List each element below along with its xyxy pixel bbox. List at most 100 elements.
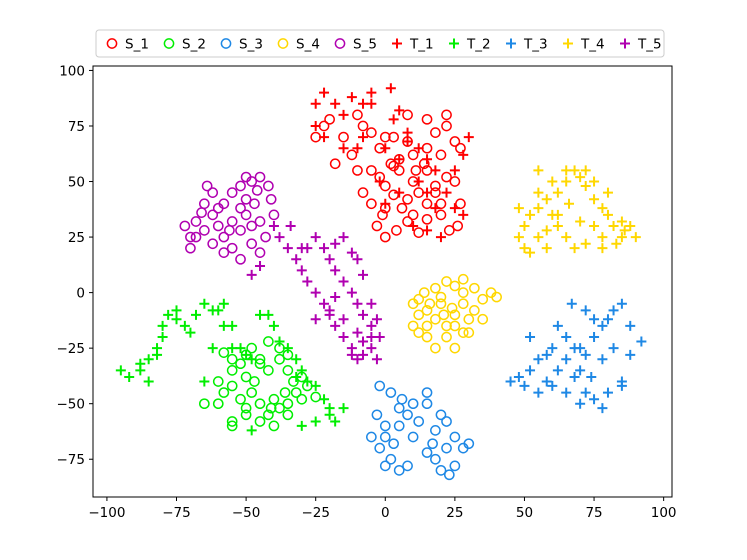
data-point [190,231,202,243]
data-point [457,298,469,310]
data-point [218,387,230,398]
data-point [477,293,489,305]
data-point [346,92,357,103]
data-point [569,243,580,254]
data-point [435,291,447,303]
x-tick-label: 0 [381,505,390,521]
x-tick-label: −25 [301,505,330,521]
data-point [513,372,524,383]
data-point [380,198,391,209]
data-point [430,453,441,465]
data-point [379,431,391,443]
data-point [463,327,475,338]
data-point [561,354,572,365]
data-point [352,109,363,121]
data-point [589,314,600,325]
data-point [616,216,627,227]
data-point [430,282,441,294]
data-point [533,232,544,243]
data-point [358,309,369,320]
data-point [457,327,469,338]
data-point [235,358,246,370]
data-point [282,365,294,376]
data-point [319,87,330,98]
data-point [449,342,461,354]
data-point [124,372,135,383]
data-point [240,171,252,183]
data-point [435,464,447,476]
data-point [533,387,544,398]
data-point [441,416,452,427]
data-point [552,220,563,231]
data-point [346,287,357,298]
data-point [525,332,536,343]
data-point [435,149,447,161]
data-point [452,220,464,232]
data-point [185,327,196,338]
data-point [377,209,388,221]
series-t-3 [505,298,647,414]
legend-label: S_3 [239,37,263,53]
data-point [611,238,622,249]
data-point [260,231,271,243]
data-point [338,232,349,243]
data-point [388,114,399,125]
data-point [330,265,341,276]
data-point [291,354,302,365]
data-point [319,243,330,254]
data-point [449,320,461,332]
legend-circle-marker [334,38,346,49]
data-point [463,313,475,325]
data-point [371,314,382,325]
data-point [268,220,279,231]
data-point [171,314,182,325]
data-point [575,365,586,376]
data-point [201,180,213,192]
legend-circle-marker [163,38,175,49]
data-point [589,220,600,231]
data-point [227,320,238,331]
data-point [246,342,258,354]
data-point [564,198,575,209]
data-point [547,380,558,391]
data-point [443,469,455,481]
data-point [430,187,441,198]
data-point [413,416,425,427]
data-point [566,298,577,309]
data-point [196,207,207,218]
data-point [330,320,341,331]
data-point [586,372,597,383]
data-point [296,365,307,376]
data-point [569,372,580,383]
data-point [163,309,174,320]
data-point [207,343,218,354]
data-point [282,398,294,410]
data-point [402,127,413,138]
data-point [435,409,447,421]
data-point [580,305,591,316]
data-point [366,98,377,109]
data-point [533,203,544,214]
data-point [254,358,266,370]
data-point [255,309,266,320]
data-point [597,403,608,414]
legend-label: T_1 [409,37,434,53]
data-point [338,332,349,343]
data-point [402,460,413,472]
data-point [352,143,363,154]
data-point [457,273,469,285]
data-point [207,187,219,198]
data-point [296,420,307,431]
data-point [371,354,382,365]
data-point [525,209,536,220]
data-point [374,332,385,343]
data-point [235,225,246,236]
legend-item: S_1 [106,37,149,53]
data-point [135,358,146,369]
data-point [589,332,600,343]
data-point [421,142,433,154]
data-point [254,398,266,410]
data-point [310,131,322,143]
data-point [251,185,263,196]
data-point [422,154,433,165]
